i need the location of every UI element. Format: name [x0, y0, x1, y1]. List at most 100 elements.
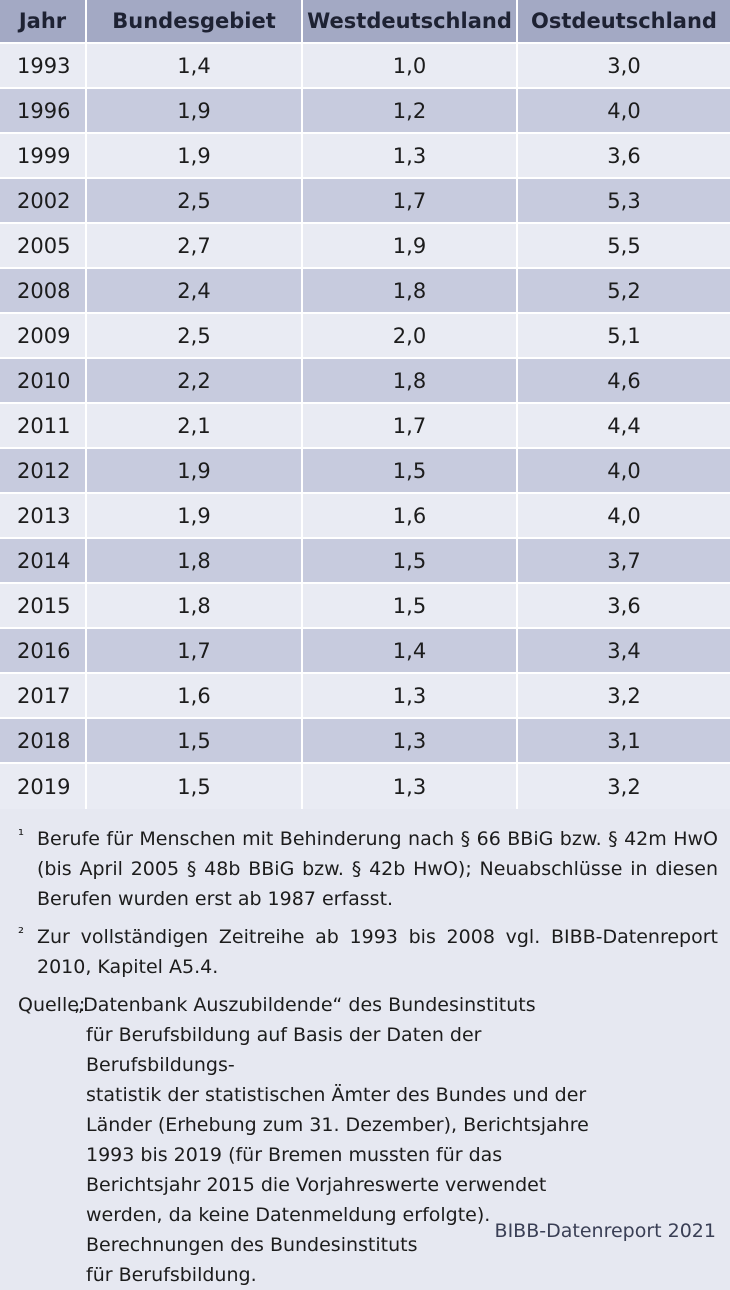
cell-ostdeutschland: 3,2 [518, 764, 730, 809]
cell-bundesgebiet: 1,5 [87, 719, 303, 764]
cell-bundesgebiet: 2,4 [87, 269, 303, 314]
source-line: Länder (Erhebung zum 31. Dezember), Beri… [86, 1114, 589, 1136]
header-jahr: Jahr [0, 0, 87, 44]
table-row: 2019 1,5 1,3 3,2 [0, 764, 730, 809]
cell-westdeutschland: 1,0 [303, 44, 518, 89]
table-row: 2018 1,5 1,3 3,1 [0, 719, 730, 764]
cell-westdeutschland: 1,4 [303, 629, 518, 674]
table-body: 1993 1,4 1,0 3,0 1996 1,9 1,2 4,0 1999 1,9 1,3 3,6 2… [0, 44, 730, 809]
table-row: 2017 1,6 1,3 3,2 [0, 674, 730, 719]
table-row: 2008 2,4 1,8 5,2 [0, 269, 730, 314]
source-line: statistik der statistischen Ämter des Bu… [86, 1084, 587, 1106]
cell-jahr: 2014 [0, 539, 87, 584]
source-line: werden, da keine Datenmeldung erfolgte). [86, 1204, 491, 1226]
header-row: Jahr Bundesgebiet Westdeutschland Ostdeu… [0, 0, 730, 44]
cell-westdeutschland: 1,6 [303, 494, 518, 539]
cell-jahr: 2016 [0, 629, 87, 674]
cell-jahr: 2015 [0, 584, 87, 629]
source-line: Berechnungen des Bundesinstituts [86, 1234, 418, 1256]
cell-ostdeutschland: 4,4 [518, 404, 730, 449]
cell-westdeutschland: 1,7 [303, 179, 518, 224]
cell-westdeutschland: 1,3 [303, 134, 518, 179]
cell-westdeutschland: 2,0 [303, 314, 518, 359]
source-line: 1993 bis 2019 (für Bremen mussten für da… [86, 1144, 503, 1166]
header-bundesgebiet: Bundesgebiet [87, 0, 303, 44]
cell-bundesgebiet: 1,6 [87, 674, 303, 719]
footnote-1-mark: ¹ [18, 826, 25, 844]
cell-westdeutschland: 1,8 [303, 269, 518, 314]
footnote-2-text: Zur vollständigen Zeitreihe ab 1993 bis … [37, 926, 718, 978]
table-row: 1996 1,9 1,2 4,0 [0, 89, 730, 134]
cell-bundesgebiet: 1,4 [87, 44, 303, 89]
cell-ostdeutschland: 5,2 [518, 269, 730, 314]
data-table: Jahr Bundesgebiet Westdeutschland Ostdeu… [0, 0, 730, 809]
cell-jahr: 2018 [0, 719, 87, 764]
cell-jahr: 1999 [0, 134, 87, 179]
table-row: 1993 1,4 1,0 3,0 [0, 44, 730, 89]
cell-jahr: 2011 [0, 404, 87, 449]
table-row: 2011 2,1 1,7 4,4 [0, 404, 730, 449]
cell-jahr: 2005 [0, 224, 87, 269]
cell-bundesgebiet: 1,9 [87, 449, 303, 494]
cell-westdeutschland: 1,3 [303, 764, 518, 809]
footnote-1-text: Berufe für Menschen mit Behinderung nach… [37, 828, 718, 910]
table-row: 2009 2,5 2,0 5,1 [0, 314, 730, 359]
cell-ostdeutschland: 4,0 [518, 494, 730, 539]
cell-bundesgebiet: 2,2 [87, 359, 303, 404]
cell-bundesgebiet: 2,5 [87, 314, 303, 359]
cell-bundesgebiet: 1,9 [87, 494, 303, 539]
cell-ostdeutschland: 3,6 [518, 584, 730, 629]
table-row: 2010 2,2 1,8 4,6 [0, 359, 730, 404]
cell-bundesgebiet: 2,7 [87, 224, 303, 269]
cell-jahr: 1993 [0, 44, 87, 89]
table-row: 2015 1,8 1,5 3,6 [0, 584, 730, 629]
source-line: für Berufsbildung auf Basis der Daten de… [86, 1024, 482, 1076]
table-row: 2002 2,5 1,7 5,3 [0, 179, 730, 224]
cell-ostdeutschland: 3,4 [518, 629, 730, 674]
table-row: 2005 2,7 1,9 5,5 [0, 224, 730, 269]
source-line: Berichtsjahr 2015 die Vorjahreswerte ver… [86, 1174, 547, 1196]
cell-bundesgebiet: 2,5 [87, 179, 303, 224]
cell-westdeutschland: 1,3 [303, 674, 518, 719]
cell-bundesgebiet: 1,5 [87, 764, 303, 809]
header-ostdeutschland: Ostdeutschland [518, 0, 730, 44]
cell-westdeutschland: 1,2 [303, 89, 518, 134]
table-row: 1999 1,9 1,3 3,6 [0, 134, 730, 179]
table-row: 2014 1,8 1,5 3,7 [0, 539, 730, 584]
cell-westdeutschland: 1,5 [303, 539, 518, 584]
source-line: „Datenbank Auszubildende“ des Bundesinst… [74, 994, 536, 1016]
header-westdeutschland: Westdeutschland [303, 0, 518, 44]
cell-ostdeutschland: 5,5 [518, 224, 730, 269]
cell-ostdeutschland: 4,0 [518, 89, 730, 134]
cell-ostdeutschland: 5,1 [518, 314, 730, 359]
cell-ostdeutschland: 5,3 [518, 179, 730, 224]
cell-jahr: 2010 [0, 359, 87, 404]
source-text: „Datenbank Auszubildende“ des Bundesinst… [74, 990, 611, 1290]
footnote-1: ¹ Berufe für Menschen mit Behinderung na… [0, 824, 730, 916]
cell-jahr: 2013 [0, 494, 87, 539]
cell-bundesgebiet: 2,1 [87, 404, 303, 449]
table-row: 2012 1,9 1,5 4,0 [0, 449, 730, 494]
cell-ostdeutschland: 4,6 [518, 359, 730, 404]
footnote-2-mark: ² [18, 924, 25, 942]
cell-jahr: 2002 [0, 179, 87, 224]
cell-jahr: 2012 [0, 449, 87, 494]
cell-ostdeutschland: 3,1 [518, 719, 730, 764]
cell-jahr: 2017 [0, 674, 87, 719]
table-row: 2016 1,7 1,4 3,4 [0, 629, 730, 674]
cell-westdeutschland: 1,8 [303, 359, 518, 404]
footnote-2: ² Zur vollständigen Zeitreihe ab 1993 bi… [0, 922, 730, 984]
cell-ostdeutschland: 3,2 [518, 674, 730, 719]
cell-bundesgebiet: 1,9 [87, 89, 303, 134]
cell-ostdeutschland: 3,6 [518, 134, 730, 179]
cell-ostdeutschland: 3,0 [518, 44, 730, 89]
cell-westdeutschland: 1,9 [303, 224, 518, 269]
cell-jahr: 2009 [0, 314, 87, 359]
cell-bundesgebiet: 1,8 [87, 539, 303, 584]
cell-ostdeutschland: 4,0 [518, 449, 730, 494]
cell-westdeutschland: 1,5 [303, 584, 518, 629]
cell-jahr: 1996 [0, 89, 87, 134]
cell-bundesgebiet: 1,7 [87, 629, 303, 674]
cell-westdeutschland: 1,7 [303, 404, 518, 449]
